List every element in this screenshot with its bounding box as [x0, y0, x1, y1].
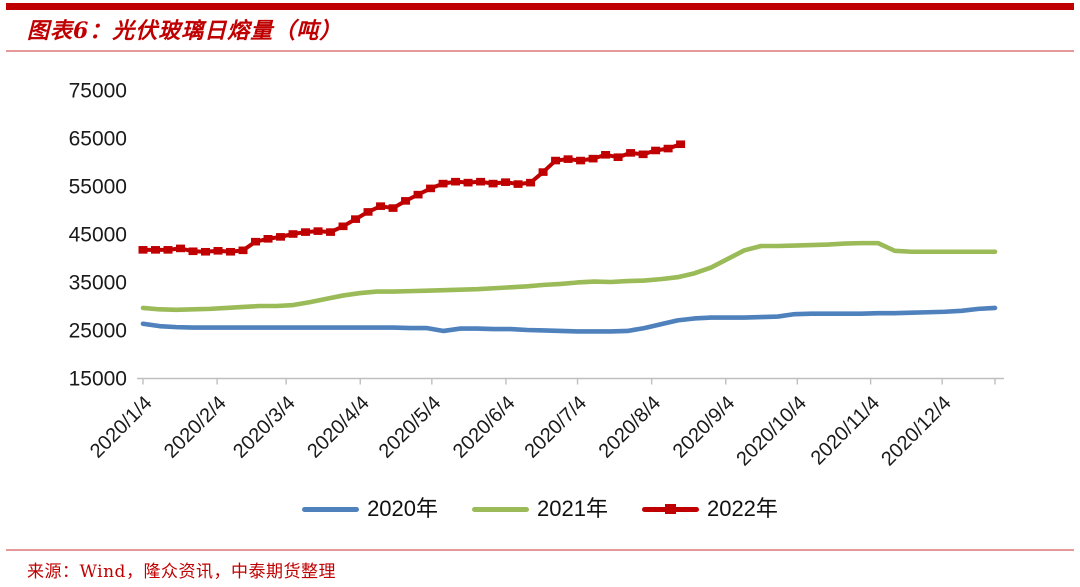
legend-swatch — [472, 503, 530, 515]
series-marker — [651, 146, 661, 155]
y-axis-tick-label: 45000 — [69, 224, 127, 247]
x-axis-tick-label: 2020/6/4 — [449, 392, 520, 463]
y-axis-tick-label: 25000 — [69, 320, 127, 343]
series-marker — [376, 202, 386, 210]
series-marker — [576, 156, 586, 165]
series-marker — [488, 179, 498, 188]
legend-item-2020: 2020年 — [302, 498, 438, 520]
x-axis-tick-label: 2020/10/4 — [732, 392, 810, 470]
series-marker — [438, 179, 448, 188]
y-axis-tick-label: 65000 — [69, 128, 127, 151]
legend-label: 2021年 — [537, 496, 608, 521]
legend-swatch — [302, 503, 360, 515]
series-marker — [601, 151, 611, 159]
series-marker — [288, 230, 298, 238]
y-axis-tick-label: 15000 — [69, 368, 127, 391]
series-marker — [588, 154, 598, 163]
series-marker — [513, 180, 523, 188]
series-marker — [313, 227, 323, 235]
legend: 2020年 2021年 2022年 — [0, 492, 1080, 526]
x-axis-tick-label: 2020/5/4 — [375, 392, 446, 463]
series-marker — [263, 235, 273, 243]
series-marker — [363, 208, 373, 216]
series-marker — [388, 204, 398, 212]
series-marker — [538, 168, 548, 176]
series-marker — [301, 228, 311, 236]
y-axis-tick-label: 55000 — [69, 176, 127, 199]
series-marker — [238, 246, 248, 255]
legend-item-2022: 2022年 — [641, 496, 778, 521]
y-axis-tick-label: 75000 — [69, 80, 127, 103]
title-underline — [6, 50, 1074, 52]
series-line-2020 — [140, 305, 998, 334]
source-note: 来源：Wind，隆众资讯，中泰期货整理 — [27, 562, 336, 582]
legend-item-2021: 2021年 — [472, 498, 608, 520]
series-marker — [251, 237, 261, 246]
series-line-2022 — [141, 142, 683, 254]
x-axis-tick-label: 2020/12/4 — [877, 392, 955, 470]
legend-label: 2020年 — [367, 496, 439, 521]
series-marker — [476, 177, 486, 186]
y-axis-tick-label: 35000 — [69, 272, 127, 295]
series-marker — [451, 177, 461, 186]
series-marker — [138, 246, 148, 254]
series-marker — [188, 247, 198, 256]
x-axis-tick-label: 2020/4/4 — [303, 392, 374, 463]
series-line-2021 — [140, 240, 998, 313]
chart-title: 图表6：光伏玻璃日熔量（吨） — [27, 18, 343, 44]
series-marker — [563, 155, 573, 163]
series-marker — [663, 144, 673, 153]
series-marker — [401, 197, 411, 205]
series-marker — [338, 222, 348, 231]
top-accent-bar — [6, 3, 1074, 10]
series-marker — [613, 153, 623, 161]
x-axis-tick-label: 2020/7/4 — [520, 392, 591, 463]
series-marker — [163, 246, 173, 254]
series-marker — [463, 178, 473, 187]
series-marker — [526, 178, 536, 187]
series-marker — [276, 233, 286, 241]
series-marker — [426, 184, 436, 193]
x-axis-tick-label: 2020/8/4 — [595, 392, 666, 463]
series-marker — [226, 247, 236, 256]
legend-label: 2022年 — [706, 496, 778, 521]
legend-swatch — [641, 503, 699, 515]
series-marker — [676, 140, 686, 149]
series-marker — [151, 246, 161, 254]
x-axis-tick-label: 2020/11/4 — [807, 392, 884, 469]
series-marker — [201, 247, 211, 256]
series-marker — [326, 228, 336, 236]
series-marker — [626, 149, 636, 157]
series-marker — [351, 215, 361, 223]
series-marker — [213, 247, 223, 255]
series-marker — [176, 244, 186, 253]
chart-canvas: 15000 25000 35000 45000 55000 65000 75000 2020/… — [69, 80, 1004, 470]
x-axis-tick-label: 2020/2/4 — [160, 392, 231, 463]
x-axis-tick-label: 2020/3/4 — [229, 392, 300, 463]
x-axis-tick-label: 2020/9/4 — [669, 392, 740, 463]
x-axis-tick-label: 2020/1/4 — [86, 392, 157, 463]
series-marker — [413, 190, 423, 199]
series-marker — [551, 156, 561, 165]
series-marker — [501, 178, 511, 186]
footer-separator — [6, 549, 1074, 551]
series-marker — [638, 150, 648, 159]
